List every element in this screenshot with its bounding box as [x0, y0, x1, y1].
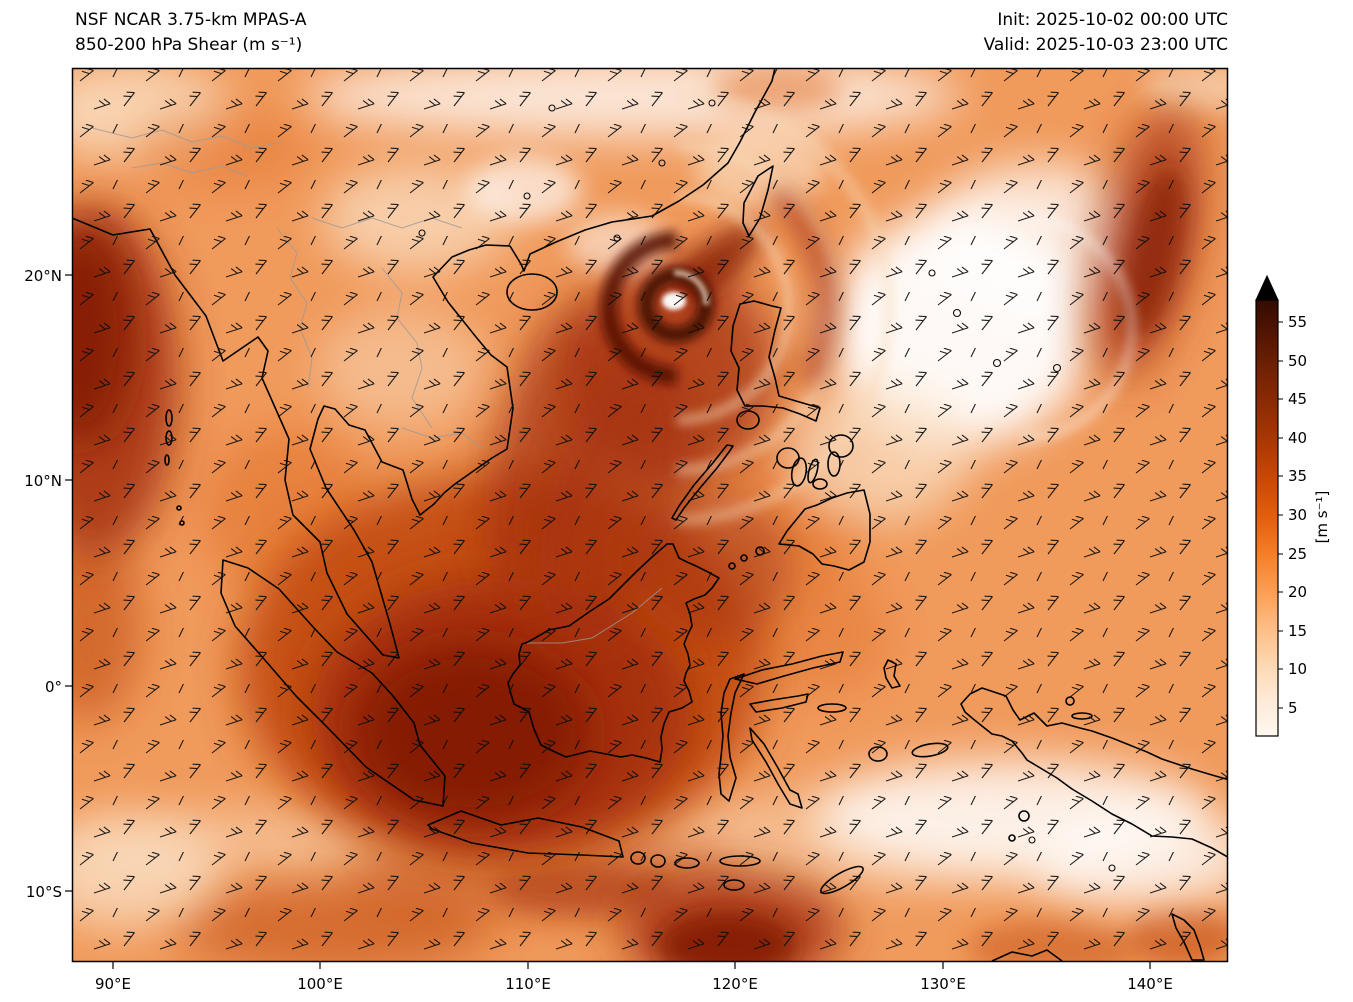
colorbar-tick: 20: [1288, 583, 1307, 601]
lat-tick-label: 0°: [45, 678, 62, 696]
wind-barbs-layer: [72, 68, 1228, 962]
colorbar-scale: [1255, 299, 1279, 737]
product-title: 850-200 hPa Shear (m s⁻¹): [75, 35, 303, 55]
colorbar-tick-labels: 5 10 15 20 25 30 35 40 45 50 55: [1288, 313, 1307, 717]
calm-markers-layer: [418, 99, 1116, 872]
map-area: [71, 67, 1229, 963]
colorbar-tick: 45: [1288, 390, 1307, 408]
lon-tick-label: 120°E: [712, 975, 758, 993]
colorbar-extend-triangle: [1255, 274, 1279, 301]
model-title: NSF NCAR 3.75-km MPAS-A: [75, 10, 307, 30]
lon-tick-label: 110°E: [505, 975, 551, 993]
lon-tick-label: 130°E: [920, 975, 966, 993]
lat-axis: 20°N 10°N 0° 10°S: [24, 267, 62, 901]
colorbar-tick: 50: [1288, 352, 1307, 370]
lat-tick-label: 20°N: [24, 267, 62, 285]
colorbar-tick-marks: [1278, 321, 1283, 709]
colorbar-unit-label: [m s⁻¹]: [1313, 491, 1331, 544]
colorbar-tick: 30: [1288, 506, 1307, 524]
init-time: Init: 2025-10-02 00:00 UTC: [997, 10, 1228, 30]
figure-title-block: NSF NCAR 3.75-km MPAS-A 850-200 hPa Shea…: [75, 8, 307, 58]
lon-tick-label: 140°E: [1127, 975, 1173, 993]
colorbar-tick: 40: [1288, 429, 1307, 447]
lon-tick-label: 90°E: [95, 975, 131, 993]
colorbar-tick: 55: [1288, 313, 1307, 331]
valid-time: Valid: 2025-10-03 23:00 UTC: [983, 35, 1228, 55]
colorbar-tick: 35: [1288, 467, 1307, 485]
lat-tick-label: 10°N: [24, 472, 62, 490]
axis-ticks: [65, 274, 1151, 969]
colorbar: 5 10 15 20 25 30 35 40 45 50 55 [m s⁻¹]: [1255, 274, 1331, 737]
map-frame: [71, 67, 1229, 963]
figure-time-block: Init: 2025-10-02 00:00 UTC Valid: 2025-1…: [984, 8, 1228, 58]
colorbar-tick: 25: [1288, 545, 1307, 563]
colorbar-tick: 5: [1288, 699, 1298, 717]
lon-axis: 90°E 100°E 110°E 120°E 130°E 140°E: [95, 975, 1173, 993]
colorbar-tick: 15: [1288, 622, 1307, 640]
lat-tick-label: 10°S: [26, 883, 62, 901]
lon-tick-label: 100°E: [297, 975, 343, 993]
colorbar-tick: 10: [1288, 660, 1307, 678]
